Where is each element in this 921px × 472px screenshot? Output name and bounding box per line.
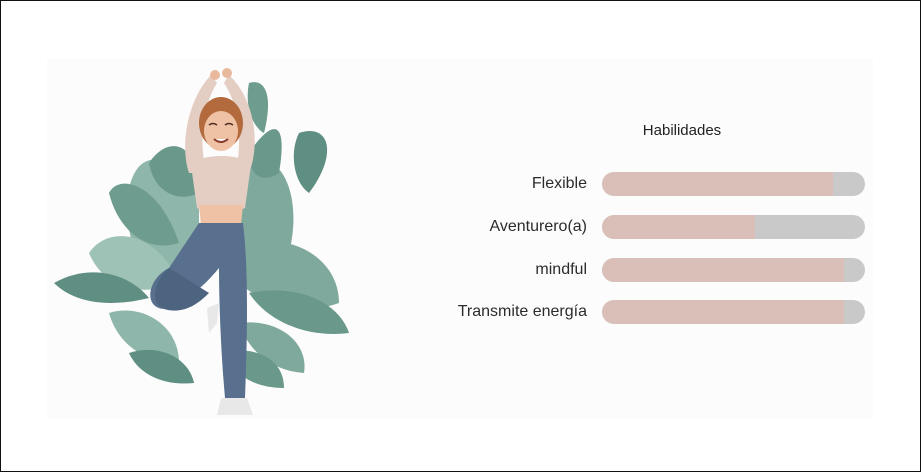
skill-fill-flexible [602, 172, 834, 196]
skill-bar-aventurero [602, 215, 865, 239]
skill-fill-mindful [602, 258, 844, 282]
skill-label-flexible: Flexible [531, 175, 587, 192]
right-hand-icon [222, 68, 232, 78]
skill-label-mindful: mindful [535, 261, 587, 278]
skill-bar-mindful [602, 258, 865, 282]
skill-bar-transmite-energia [602, 300, 865, 324]
skill-fill-transmite-energia [602, 300, 844, 324]
left-hand-icon [210, 70, 220, 80]
skill-label-aventurero: Aventurero(a) [489, 218, 587, 235]
yoga-woman-illustration [54, 68, 349, 415]
skill-bar-flexible [602, 172, 865, 196]
skills-title: Habilidades [642, 122, 722, 139]
skill-fill-aventurero [602, 215, 755, 239]
skill-label-transmite-energia: Transmite energía [457, 303, 587, 320]
